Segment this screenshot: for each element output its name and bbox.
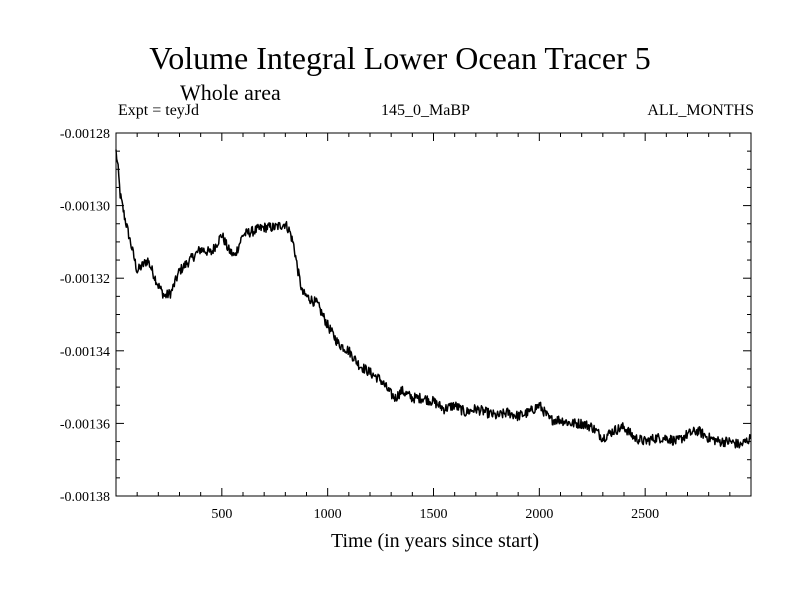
x-tick-label: 1500 [420,507,448,522]
y-tick-label: -0.00128 [60,127,110,142]
series-line [115,149,752,449]
plot-frame [115,132,752,497]
y-tick-label: -0.00138 [60,490,110,505]
months-label: ALL_MONTHS [647,102,754,119]
experiment-label: Expt = teyJd [118,102,200,119]
x-tick-label: 2500 [631,507,659,522]
y-tick-label: -0.00136 [60,417,110,432]
axis-tick-labels: -0.00138 -0.00136 -0.00134 -0.00132 -0.00130… [60,127,659,522]
x-tick-label: 500 [211,507,232,522]
period-label: 145_0_MaBP [381,102,470,119]
y-tick-label: -0.00132 [60,272,110,287]
chart-subtitle: Whole area [180,80,281,105]
y-tick-label: -0.00130 [60,200,110,215]
x-tick-label: 2000 [525,507,553,522]
x-axis-label: Time (in years since start) [330,530,540,552]
y-tick-label: -0.00134 [60,345,110,360]
x-tick-label: 1000 [314,507,342,522]
chart-title: Volume Integral Lower Ocean Tracer 5 [149,40,651,76]
